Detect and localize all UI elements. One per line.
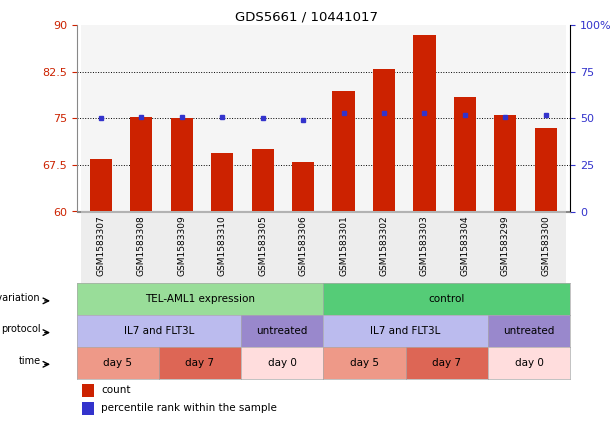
Bar (535, 128, 557, 212)
Text: IL7 and FLT3L: IL7 and FLT3L (370, 326, 441, 336)
Bar (89, 159, 112, 212)
Bar (404, 212, 444, 283)
Bar (525, 212, 566, 283)
Bar (364, 212, 404, 283)
Text: IL7 and FLT3L: IL7 and FLT3L (124, 326, 194, 336)
Text: GSM1583299: GSM1583299 (501, 215, 510, 276)
Text: time: time (18, 356, 40, 366)
Text: day 7: day 7 (186, 358, 215, 368)
Bar (170, 118, 193, 212)
Text: GSM1583309: GSM1583309 (177, 215, 186, 276)
Bar (454, 97, 476, 212)
Text: GSM1583306: GSM1583306 (299, 215, 308, 276)
Bar (332, 91, 355, 212)
Bar (292, 162, 314, 212)
Text: untreated: untreated (503, 326, 555, 336)
Text: day 7: day 7 (432, 358, 461, 368)
Bar (485, 212, 525, 283)
Bar (82, 402, 94, 415)
Bar (324, 212, 364, 283)
Text: TEL-AML1 expression: TEL-AML1 expression (145, 294, 255, 304)
Bar (494, 115, 517, 212)
Text: GSM1583308: GSM1583308 (137, 215, 146, 276)
Bar (251, 149, 274, 212)
Bar (121, 212, 162, 283)
Bar (444, 25, 485, 212)
Bar (81, 212, 121, 283)
Bar (404, 25, 444, 212)
Text: genotype/variation: genotype/variation (0, 293, 40, 303)
Bar (373, 69, 395, 212)
Bar (130, 117, 153, 212)
Bar (202, 25, 243, 212)
Text: untreated: untreated (257, 326, 308, 336)
Bar (211, 153, 234, 212)
Text: GSM1583307: GSM1583307 (96, 215, 105, 276)
Text: GSM1583302: GSM1583302 (379, 215, 389, 276)
Bar (81, 25, 121, 212)
Bar (413, 35, 436, 212)
Bar (202, 212, 243, 283)
Bar (243, 25, 283, 212)
Text: GSM1583301: GSM1583301 (339, 215, 348, 276)
Text: day 5: day 5 (350, 358, 379, 368)
Bar (444, 212, 485, 283)
Bar (82, 384, 94, 397)
Text: control: control (428, 294, 465, 304)
Bar (324, 25, 364, 212)
Text: GSM1583300: GSM1583300 (541, 215, 550, 276)
Text: GSM1583303: GSM1583303 (420, 215, 429, 276)
Bar (121, 25, 162, 212)
Text: percentile rank within the sample: percentile rank within the sample (101, 403, 277, 413)
Text: GSM1583305: GSM1583305 (258, 215, 267, 276)
Bar (525, 25, 566, 212)
Text: day 5: day 5 (103, 358, 132, 368)
Text: count: count (101, 385, 131, 395)
Bar (364, 25, 404, 212)
Bar (243, 212, 283, 283)
Text: protocol: protocol (1, 324, 40, 335)
Text: GSM1583310: GSM1583310 (218, 215, 227, 276)
Bar (283, 25, 324, 212)
Bar (283, 212, 324, 283)
Bar (485, 25, 525, 212)
Text: day 0: day 0 (514, 358, 543, 368)
Text: GDS5661 / 10441017: GDS5661 / 10441017 (235, 11, 378, 24)
Text: GSM1583304: GSM1583304 (460, 215, 470, 276)
Text: day 0: day 0 (268, 358, 297, 368)
Bar (162, 212, 202, 283)
Bar (162, 25, 202, 212)
